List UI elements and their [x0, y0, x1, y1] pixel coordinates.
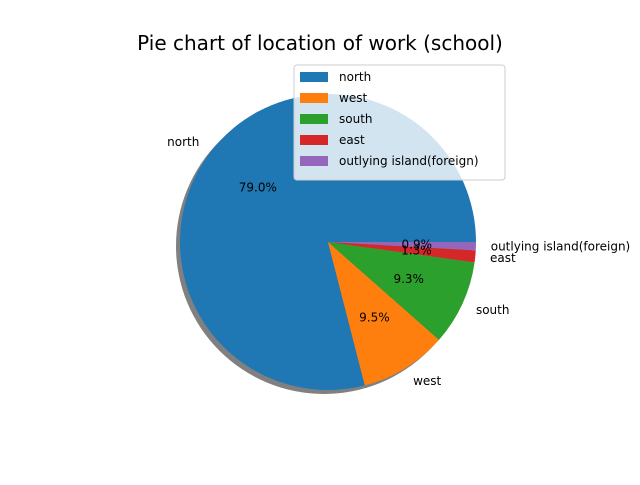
legend-swatch-east: [300, 135, 328, 145]
slice-label-south: south: [476, 303, 510, 317]
slice-pct-north: 79.0%: [239, 181, 277, 195]
legend-swatch-north: [300, 72, 328, 82]
legend: north west south east outlying island(foreig…: [293, 64, 506, 181]
legend-label-north: north: [339, 70, 371, 84]
slice-label-outlying-island-foreign: outlying island(foreign): [491, 240, 631, 254]
pie-slice-outlying-island-foreign: [328, 242, 476, 251]
slice-pct-outlying-island-foreign: 0.9%: [402, 238, 433, 252]
legend-label-east: east: [339, 133, 365, 147]
legend-swatch-outlying-island-foreign: [300, 156, 328, 166]
slice-pct-west: 9.5%: [359, 311, 390, 325]
slice-label-north: north: [167, 135, 199, 149]
legend-box: [293, 64, 506, 181]
slice-label-east: east: [490, 251, 516, 265]
legend-label-west: west: [339, 91, 367, 105]
legend-swatch-west: [300, 93, 328, 103]
slice-pct-east: 1.3%: [401, 244, 432, 258]
legend-label-outlying-island-foreign: outlying island(foreign): [339, 154, 479, 168]
pie-labels: north 79.0% west 9.5% south 9.3% east 1.3% outly…: [167, 135, 630, 388]
chart-title: Pie chart of location of work (school): [137, 31, 503, 55]
slice-pct-south: 9.3%: [393, 272, 424, 286]
pie-slice-east: [328, 242, 476, 263]
pie-slice-south: [328, 242, 475, 340]
pie-slice-west: [328, 242, 440, 386]
slice-label-west: west: [413, 374, 441, 388]
legend-label-south: south: [339, 112, 373, 126]
legend-swatch-south: [300, 114, 328, 124]
